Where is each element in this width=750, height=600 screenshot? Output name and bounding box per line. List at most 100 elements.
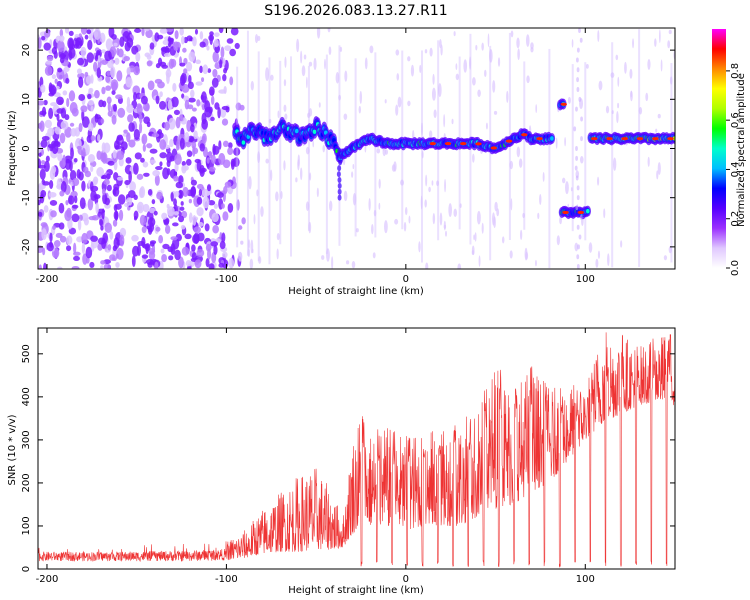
noise-blob xyxy=(250,80,254,91)
noise-blob xyxy=(141,28,145,37)
noise-blob xyxy=(133,162,139,175)
noise-blob xyxy=(270,169,273,182)
noise-blob xyxy=(253,214,256,225)
noise-blob xyxy=(164,121,170,131)
noise-blob xyxy=(167,99,173,111)
noise-blob xyxy=(111,33,117,40)
noise-blob xyxy=(211,77,219,88)
noise-blob xyxy=(93,61,98,72)
noise-blob xyxy=(537,212,540,220)
noise-blob xyxy=(46,242,54,252)
noise-blob xyxy=(148,251,156,260)
noise-blob xyxy=(355,228,359,233)
noise-blob xyxy=(53,240,61,248)
noise-blob xyxy=(159,161,163,167)
noise-blob xyxy=(308,108,313,117)
spectrogram-x-tick-label: -200 xyxy=(36,274,59,285)
noise-blob xyxy=(68,195,75,205)
noise-blob xyxy=(283,160,286,171)
noise-blob xyxy=(324,58,326,70)
noise-blob xyxy=(69,160,73,172)
noise-blob xyxy=(308,61,313,67)
noise-blob xyxy=(198,188,203,197)
noise-streak xyxy=(268,57,271,265)
noise-blob xyxy=(90,235,98,242)
snr-y-label: SNR (10 * v/v) xyxy=(7,414,18,485)
noise-blob xyxy=(241,217,246,225)
noise-blob xyxy=(96,150,102,161)
noise-blob xyxy=(227,202,234,213)
noise-blob xyxy=(472,153,475,163)
noise-blob xyxy=(463,59,468,73)
noise-blob xyxy=(188,51,196,62)
noise-blob xyxy=(64,126,72,138)
ridge-tail xyxy=(338,153,343,160)
noise-blob xyxy=(166,28,174,33)
noise-blob xyxy=(397,96,402,108)
colorbar-tick-label: 0.4 xyxy=(730,161,741,177)
ridge-hotspot xyxy=(475,142,482,146)
snr-y-tick-label: 0 xyxy=(21,566,32,572)
noise-blob xyxy=(143,116,151,124)
noise-blob xyxy=(125,157,132,164)
noise-blob xyxy=(214,45,220,54)
noise-blob xyxy=(497,57,501,67)
noise-blob xyxy=(506,90,509,103)
noise-blob xyxy=(407,100,411,107)
noise-blob xyxy=(181,93,185,99)
noise-blob xyxy=(95,202,99,214)
noise-blob xyxy=(276,232,280,241)
noise-blob xyxy=(84,34,89,40)
noise-blob xyxy=(188,74,192,84)
noise-blob xyxy=(74,34,80,39)
noise-blob xyxy=(57,67,63,73)
noise-blob xyxy=(570,187,573,192)
noise-blob xyxy=(65,77,70,84)
noise-blob xyxy=(308,172,312,181)
noise-blob xyxy=(161,253,167,263)
noise-blob xyxy=(47,127,55,137)
noise-blob xyxy=(326,248,330,262)
snr-y-tick-label: 500 xyxy=(21,344,32,363)
noise-blob xyxy=(182,47,187,53)
noise-blob xyxy=(173,175,179,182)
ridge-gap-trace xyxy=(576,86,580,92)
noise-blob xyxy=(213,203,218,209)
snr-y-tick-label: 200 xyxy=(21,473,32,492)
snr-y-tick-label: 400 xyxy=(21,387,32,406)
noise-blob xyxy=(69,169,77,181)
noise-blob xyxy=(159,28,168,34)
noise-blob xyxy=(56,266,63,269)
noise-blob xyxy=(70,147,74,160)
noise-streak xyxy=(584,62,587,241)
noise-blob xyxy=(201,118,208,130)
noise-streak xyxy=(236,66,239,248)
noise-blob xyxy=(170,191,174,202)
noise-blob xyxy=(73,242,77,254)
noise-blob xyxy=(510,30,514,38)
noise-blob xyxy=(559,216,562,225)
noise-blob xyxy=(432,73,435,85)
ridge-gap-trace xyxy=(576,67,580,73)
noise-blob xyxy=(303,54,307,60)
noise-blob xyxy=(173,41,179,52)
noise-blob xyxy=(90,74,94,84)
noise-blob xyxy=(146,143,153,149)
noise-streak xyxy=(638,29,641,267)
noise-blob xyxy=(161,64,168,69)
noise-blob xyxy=(391,164,396,172)
noise-blob xyxy=(110,66,116,78)
noise-blob xyxy=(178,256,184,269)
noise-blob xyxy=(424,199,427,208)
noise-blob xyxy=(104,222,113,233)
noise-blob xyxy=(455,63,458,70)
noise-blob xyxy=(179,137,185,150)
spectrogram-y-tick-label: 10 xyxy=(21,93,32,106)
noise-blob xyxy=(105,76,111,83)
noise-blob xyxy=(210,241,219,247)
noise-blob xyxy=(516,146,521,158)
noise-blob xyxy=(94,54,99,62)
noise-blob xyxy=(359,90,363,104)
noise-blob xyxy=(166,72,170,85)
noise-blob xyxy=(113,204,118,212)
